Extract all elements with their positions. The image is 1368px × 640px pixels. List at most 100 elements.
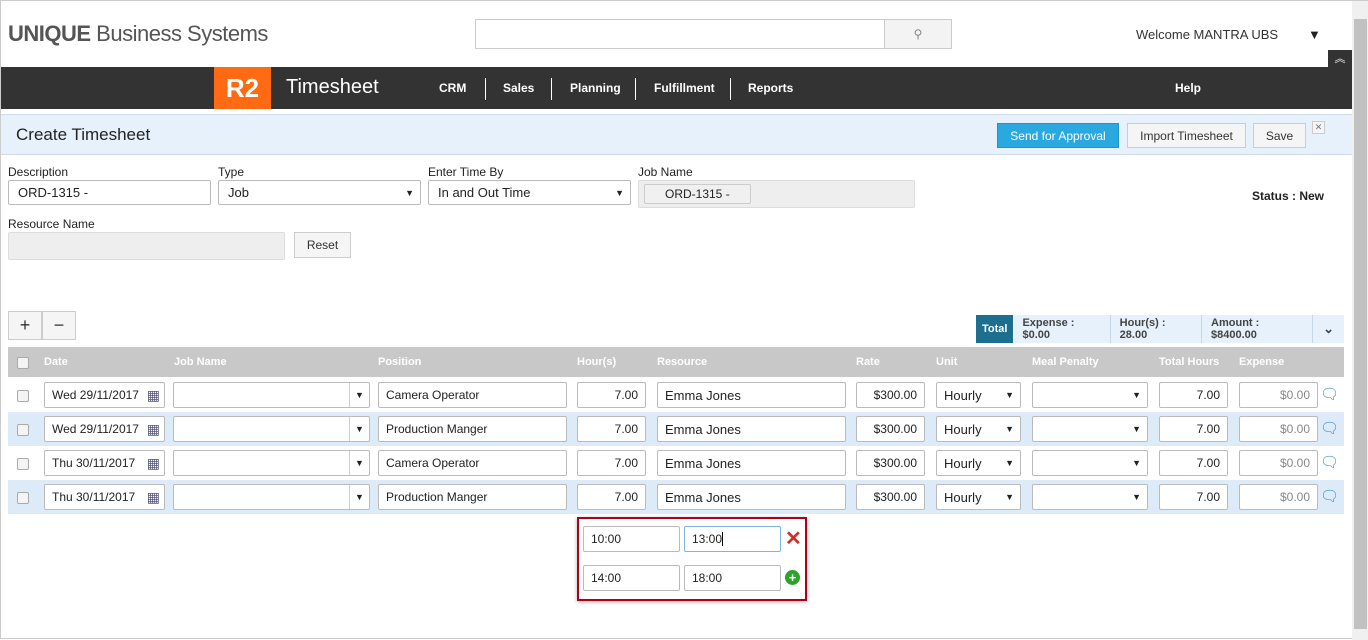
row-checkbox[interactable] [17,492,29,504]
meal-penalty-select[interactable] [1032,416,1148,442]
total-hours-input[interactable]: 7.00 [1159,484,1228,510]
resource-input[interactable]: Emma Jones [657,382,846,408]
search-button[interactable]: ⚲ [884,20,951,48]
column-header-unit: Unit [936,356,958,368]
comment-icon[interactable]: 🗨 [1320,420,1340,437]
total-hours-input[interactable]: 7.00 [1159,416,1228,442]
table-header [8,347,1344,377]
resource-input[interactable]: Emma Jones [657,450,846,476]
scrollbar-thumb[interactable] [1354,19,1367,629]
reset-button[interactable]: Reset [294,232,351,258]
resource-input[interactable]: Emma Jones [657,484,846,510]
position-input[interactable]: Production Manger [378,484,567,510]
expense-input[interactable]: $0.00 [1239,484,1318,510]
position-input[interactable]: Camera Operator [378,382,567,408]
job-name-select[interactable]: ▼ [173,416,370,442]
remove-row-button[interactable]: − [42,311,76,340]
add-row-button[interactable]: + [8,311,42,340]
description-label: Description [8,165,69,179]
job-name-select[interactable]: ▼ [173,382,370,408]
resource-name-field[interactable] [8,232,285,260]
unit-select[interactable]: Hourly [936,382,1021,408]
calendar-icon[interactable]: ▦ [146,488,160,505]
rate-input[interactable]: $300.00 [856,416,925,442]
expense-input[interactable]: $0.00 [1239,450,1318,476]
time-out-input[interactable]: 13:00 [684,526,781,552]
job-name-field[interactable]: ORD-1315 - [638,180,915,208]
date-input[interactable]: Wed 29/11/2017 ▦ [44,416,165,442]
total-hours-input[interactable]: 7.00 [1159,450,1228,476]
select-all-checkbox[interactable] [17,357,29,369]
meal-penalty-select[interactable] [1032,484,1148,510]
hours-input[interactable]: 7.00 [577,484,646,510]
unit-select[interactable]: Hourly [936,450,1021,476]
time-in-input[interactable]: 14:00 [583,565,680,591]
nav-sales[interactable]: Sales [503,81,535,95]
divider [551,78,552,100]
date-input[interactable]: Thu 30/11/2017 ▦ [44,484,165,510]
comment-icon[interactable]: 🗨 [1320,386,1340,403]
time-out-input[interactable]: 18:00 [684,565,781,591]
job-name-select[interactable]: ▼ [173,484,370,510]
hours-input[interactable]: 7.00 [577,382,646,408]
row-checkbox[interactable] [17,390,29,402]
total-hours: Hour(s) : 28.00 [1111,315,1203,343]
column-header-total-hours: Total Hours [1159,356,1220,368]
type-select[interactable]: Job [218,180,421,205]
status-text: Status : New [1252,189,1325,203]
position-input[interactable]: Camera Operator [378,450,567,476]
collapse-header-icon[interactable]: ︽ [1328,50,1352,68]
meal-penalty-select[interactable] [1032,450,1148,476]
close-icon[interactable]: ✕ [1312,121,1325,134]
meal-penalty-select[interactable] [1032,382,1148,408]
search-icon: ⚲ [913,27,923,41]
rate-input[interactable]: $300.00 [856,484,925,510]
unit-select[interactable]: Hourly [936,484,1021,510]
calendar-icon[interactable]: ▦ [146,386,160,403]
nav-help[interactable]: Help [1175,81,1202,95]
hours-input[interactable]: 7.00 [577,416,646,442]
row-checkbox[interactable] [17,424,29,436]
save-button[interactable]: Save [1253,123,1306,148]
user-menu-caret-icon[interactable]: ▼ [1308,27,1321,42]
resource-label: Resource Name [8,217,95,231]
column-header-rate: Rate [856,356,880,368]
date-input[interactable]: Wed 29/11/2017 ▦ [44,382,165,408]
nav-fulfillment[interactable]: Fulfillment [654,81,715,95]
time-in-input[interactable]: 10:00 [583,526,680,552]
add-time-icon[interactable]: + [785,570,800,585]
expense-input[interactable]: $0.00 [1239,382,1318,408]
enter-time-select[interactable]: In and Out Time [428,180,631,205]
delete-time-icon[interactable]: ✕ [785,528,802,550]
nav-crm[interactable]: CRM [439,81,467,95]
job-name-select[interactable]: ▼ [173,450,370,476]
comment-icon[interactable]: 🗨 [1320,488,1340,505]
page-header-bar [1,114,1352,155]
page-title: Create Timesheet [16,125,151,144]
comment-icon[interactable]: 🗨 [1320,454,1340,471]
resource-input[interactable]: Emma Jones [657,416,846,442]
import-timesheet-button[interactable]: Import Timesheet [1127,123,1246,148]
unit-select[interactable]: Hourly [936,416,1021,442]
row-checkbox[interactable] [17,458,29,470]
job-name-label: Job Name [638,165,693,179]
nav-reports[interactable]: Reports [748,81,794,95]
nav-planning[interactable]: Planning [570,81,621,95]
app-title: Timesheet [286,76,379,98]
send-for-approval-button[interactable]: Send for Approval [997,123,1119,148]
expense-input[interactable]: $0.00 [1239,416,1318,442]
calendar-icon[interactable]: ▦ [146,454,160,471]
position-input[interactable]: Production Manger [378,416,567,442]
hours-input[interactable]: 7.00 [577,450,646,476]
search-input[interactable] [476,20,884,48]
total-hours-input[interactable]: 7.00 [1159,382,1228,408]
expand-totals-icon[interactable]: ⌄ [1323,321,1334,336]
description-input[interactable]: ORD-1315 - [8,180,211,205]
column-header-resource: Resource [657,356,708,368]
rate-input[interactable]: $300.00 [856,450,925,476]
date-input[interactable]: Thu 30/11/2017 ▦ [44,450,165,476]
column-header-hours: Hour(s) [577,356,617,368]
rate-input[interactable]: $300.00 [856,382,925,408]
calendar-icon[interactable]: ▦ [146,420,160,437]
column-header-position: Position [378,356,422,368]
